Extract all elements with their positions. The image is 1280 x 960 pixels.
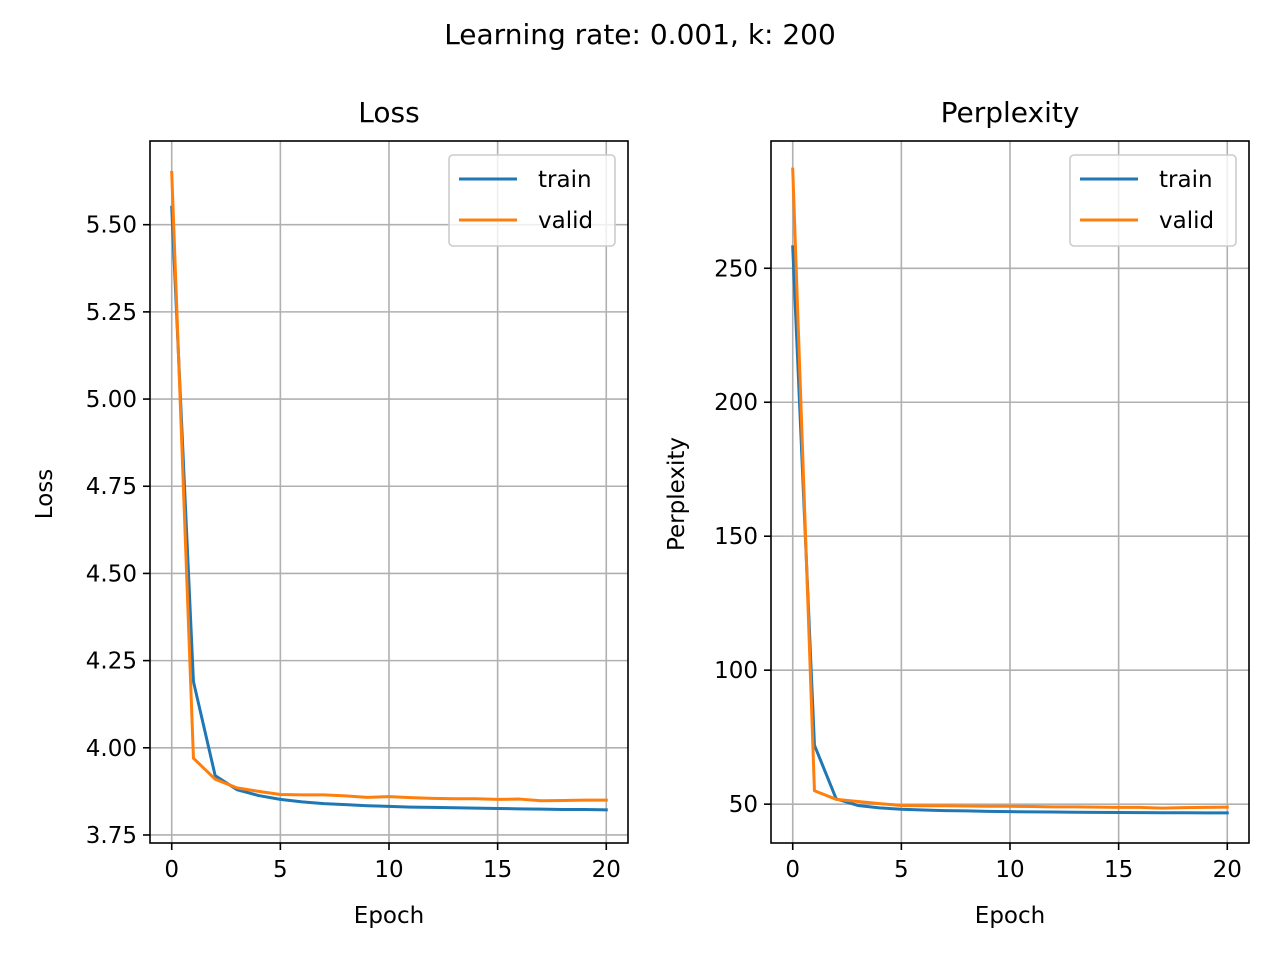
perplexity-legend-train-label: train (1159, 167, 1213, 193)
perplexity-xlabel: Epoch (975, 903, 1045, 929)
loss-ytick-label: 3.75 (86, 823, 137, 849)
loss-legend-train-label: train (538, 167, 592, 193)
loss-xtick-label: 10 (374, 857, 403, 883)
loss-legend-valid-label: valid (538, 208, 593, 234)
perplexity-legend: train valid (1069, 154, 1237, 247)
loss-series-layer (170, 170, 608, 812)
loss-train-line (170, 205, 608, 812)
loss-ytick-label: 4.50 (86, 561, 137, 587)
perplexity-xtick-label: 15 (1104, 857, 1133, 883)
perplexity-ylabel: Perplexity (664, 437, 690, 551)
perplexity-train-line (791, 245, 1229, 815)
perplexity-yticks: 50 100 150 200 250 (714, 256, 771, 818)
loss-yticks: 3.75 4.00 4.25 4.50 4.75 5.00 5.25 5.50 (86, 213, 150, 849)
perplexity-xtick-label: 20 (1213, 857, 1242, 883)
loss-ytick-label: 5.25 (86, 300, 137, 326)
perplexity-xtick-label: 0 (785, 857, 800, 883)
perplexity-ytick-label: 50 (729, 792, 758, 818)
perplexity-series-layer (791, 167, 1229, 815)
perplexity-ytick-label: 100 (714, 658, 758, 684)
loss-axes-title: Loss (358, 96, 419, 129)
loss-axes: Loss 0 5 10 15 20 3.75 4.00 4.25 4.50 4.75 5.00 5.… (32, 96, 629, 929)
loss-grid (150, 141, 628, 843)
loss-ytick-label: 5.50 (86, 213, 137, 239)
loss-xtick-label: 15 (483, 857, 512, 883)
perplexity-axes-title: Perplexity (941, 96, 1080, 129)
loss-valid-line (170, 170, 608, 803)
loss-xtick-label: 5 (273, 857, 288, 883)
loss-xtick-label: 20 (592, 857, 621, 883)
loss-ylabel: Loss (32, 469, 58, 519)
loss-xlabel: Epoch (354, 903, 424, 929)
loss-ytick-label: 4.25 (86, 649, 137, 675)
perplexity-legend-valid-label: valid (1159, 208, 1214, 234)
loss-ytick-label: 4.75 (86, 474, 137, 500)
loss-legend: train valid (448, 154, 616, 247)
loss-ytick-label: 4.00 (86, 736, 137, 762)
perplexity-xticks: 0 5 10 15 20 (785, 843, 1242, 883)
perplexity-xtick-label: 10 (995, 857, 1024, 883)
loss-xtick-label: 0 (164, 857, 179, 883)
loss-xticks: 0 5 10 15 20 (164, 843, 621, 883)
perplexity-ytick-label: 150 (714, 524, 758, 550)
figure-suptitle: Learning rate: 0.001, k: 200 (444, 18, 836, 51)
perplexity-ytick-label: 250 (714, 256, 758, 282)
perplexity-valid-line (791, 167, 1229, 810)
perplexity-axes: Perplexity 0 5 10 15 20 50 100 150 200 250 Epoch… (664, 96, 1250, 929)
perplexity-xtick-label: 5 (894, 857, 909, 883)
loss-ytick-label: 5.00 (86, 387, 137, 413)
perplexity-ytick-label: 200 (714, 390, 758, 416)
